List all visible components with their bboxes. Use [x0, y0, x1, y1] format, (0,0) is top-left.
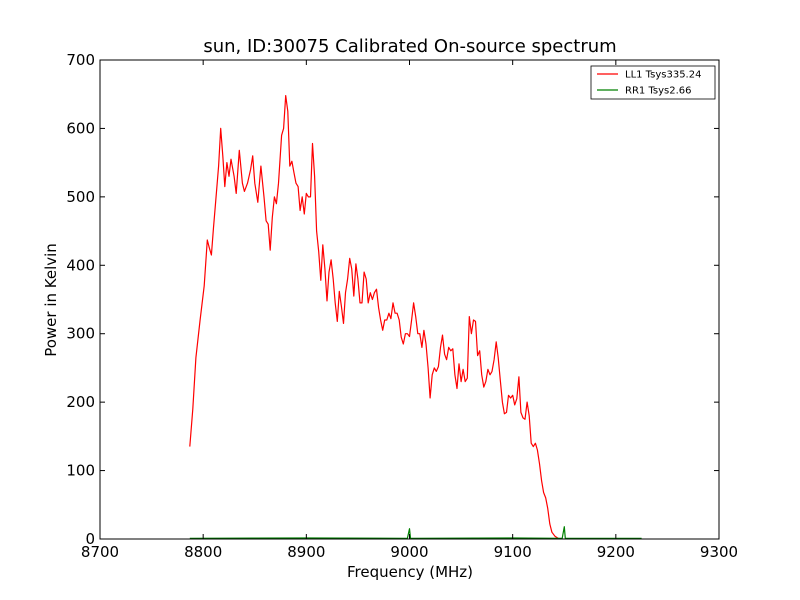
y-tick-label: 300	[66, 325, 95, 343]
y-tick-label: 600	[66, 119, 95, 137]
series-line-ll1	[189, 94, 563, 539]
y-axis-label: Power in Kelvin	[42, 243, 60, 357]
x-tick-label: 8700	[81, 543, 119, 561]
x-tick-label: 8900	[287, 543, 325, 561]
ticks-layer: 8700 8800 8900 9000 9100 9200 9300 0 100 200 300 40…	[66, 51, 738, 561]
series-line-rr1	[189, 526, 642, 539]
legend-label-ll1: LL1 Tsys335.24	[625, 70, 701, 81]
x-tick-label: 9300	[700, 543, 738, 561]
legend-box	[590, 65, 716, 100]
series-layer	[189, 94, 642, 539]
x-tick-label: 9100	[494, 543, 532, 561]
chart-title: sun, ID:30075 Calibrated On-source spect…	[203, 36, 616, 57]
y-tick-label: 400	[66, 256, 95, 274]
plot-area: 8700 8800 8900 9000 9100 9200 9300 0 100 200 300 40…	[66, 51, 738, 561]
legend-label-rr1: RR1 Tsys2.66	[625, 86, 692, 97]
x-tick-label: 8800	[184, 543, 222, 561]
plot-frame	[99, 59, 720, 540]
y-tick-label: 0	[85, 530, 95, 548]
y-tick-label: 500	[66, 188, 95, 206]
x-tick-label: 9000	[390, 543, 428, 561]
y-tick-label: 200	[66, 393, 95, 411]
legend: LL1 Tsys335.24 RR1 Tsys2.66	[590, 65, 716, 100]
x-tick-label: 9200	[597, 543, 635, 561]
y-tick-label: 700	[66, 51, 95, 69]
x-axis-label: Frequency (MHz)	[347, 563, 473, 581]
y-tick-label: 100	[66, 462, 95, 480]
